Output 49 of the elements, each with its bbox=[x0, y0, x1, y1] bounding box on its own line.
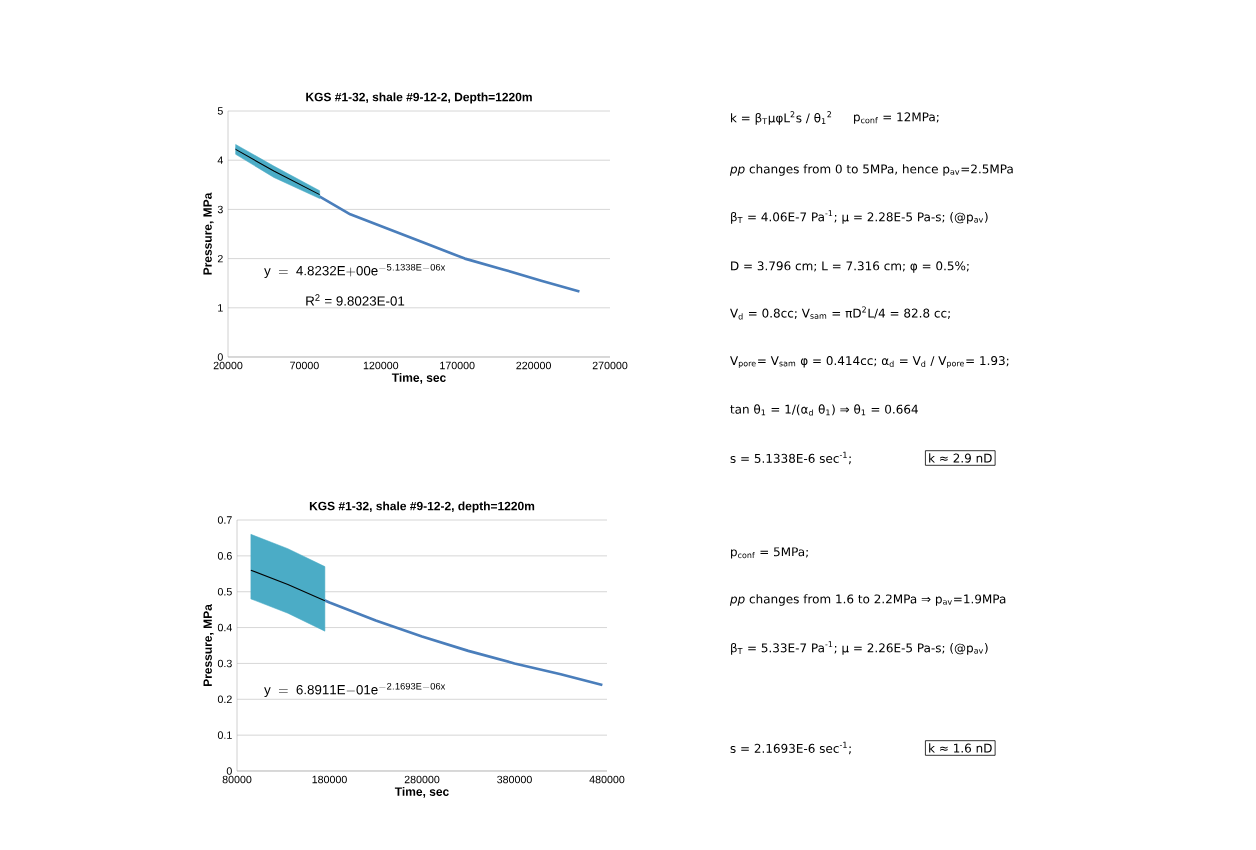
y-axis-title: Pressure, MPa bbox=[203, 604, 214, 687]
y-tick-label: 0.1 bbox=[217, 731, 232, 739]
x-tick-label: 220000 bbox=[516, 361, 551, 370]
y-tick-label: 5 bbox=[217, 107, 223, 115]
x-axis-title: Time, sec bbox=[394, 787, 449, 798]
x-tick-label: 280000 bbox=[404, 775, 440, 784]
text: k ≈ 2.9 nD bbox=[929, 453, 992, 463]
text: β$_{T}$ = 5.33E-7 Pa$^{-1}$; μ = 2.26E-5 Pa-s; (@p$_{av}$) bbox=[731, 641, 988, 655]
y-tick-label: 2 bbox=[217, 254, 223, 263]
text: pp changes from 1.6 to 2.2MPa ⇒ p$_{av}$=1.9MPa bbox=[729, 594, 1006, 606]
text: V$_{d}$ = 0.8cc; V$_{sam}$ = πD$^{2}$L/4 = 82.8 cc; bbox=[730, 306, 950, 320]
annotation: $\mathrm{y\ =\ 6.8911E{-}01e^{-2.1693E{-}06x}}$ bbox=[264, 682, 446, 698]
x-tick-label: 180000 bbox=[312, 775, 347, 784]
y-tick-label: 3 bbox=[217, 205, 223, 214]
annotation: $\mathrm{y\ =\ 4.8232E{+}00e^{-5.1338E{-}06x}}$ bbox=[264, 263, 446, 279]
text: k = β$_{T}$μφL$^{2}$s / θ$_{1}$2 bbox=[731, 111, 832, 125]
text: tan θ$_{1}$ = 1/(α$_{d}$ θ$_{1}$) ⇒ θ$_{1}$ = 0.664 bbox=[730, 404, 918, 416]
x-tick-label: 70000 bbox=[290, 361, 319, 370]
x-axis-title: Time, sec bbox=[391, 373, 446, 384]
y-tick-label: 0.6 bbox=[217, 552, 232, 560]
text: p$_{conf}$ = 12MPa; bbox=[854, 112, 939, 124]
text: β$_{T}$ = 4.06E-7 Pa$^{-1}$; μ = 2.28E-5 Pa-s; (@p$_{av}$) bbox=[731, 210, 988, 224]
y-tick-label: 0 bbox=[226, 767, 232, 775]
x-tick-label: 120000 bbox=[363, 361, 399, 370]
text: pp changes from 0 to 5MPa, hence p$_{av}$=2.5MPa bbox=[729, 164, 1013, 176]
x-tick-label: 380000 bbox=[497, 775, 532, 784]
text: V$_{pore}$= V$_{sam}$ φ = 0.414cc; α$_{d}$ = V$_{d}$ / V$_{pore}$= 1.93; bbox=[730, 356, 1009, 368]
x-tick-label: 480000 bbox=[589, 775, 625, 784]
x-tick-label: 20000 bbox=[213, 361, 243, 370]
annotation: R$^{2}$ = 9.8023E-01 bbox=[306, 294, 405, 306]
chart-title: KGS #1-32, shale #9-12-2, depth=1220m bbox=[309, 501, 535, 513]
y-tick-label: 0.2 bbox=[217, 695, 232, 704]
text: s = 2.1693E-6 sec$^{-1}$; bbox=[730, 741, 851, 755]
y-tick-label: 0 bbox=[217, 353, 223, 361]
text: s = 5.1338E-6 sec$^{-1}$; bbox=[730, 451, 851, 465]
y-tick-label: 0.5 bbox=[217, 587, 232, 596]
y-tick-label: 0.7 bbox=[217, 516, 232, 524]
text: p$_{conf}$ = 5MPa; bbox=[731, 547, 808, 559]
y-tick-label: 1 bbox=[218, 304, 223, 312]
y-axis-title: Pressure, MPa bbox=[203, 192, 214, 275]
x-tick-label: 80000 bbox=[222, 775, 252, 784]
y-tick-label: 0.3 bbox=[217, 659, 232, 668]
x-tick-label: 270000 bbox=[592, 361, 628, 370]
text: D = 3.796 cm; L = 7.316 cm; φ = 0.5%; bbox=[731, 261, 969, 273]
chart-title: KGS #1-32, shale #9-12-2, Depth=1220m bbox=[306, 92, 532, 104]
x-tick-label: 170000 bbox=[440, 361, 475, 370]
text: k ≈ 1.6 nD bbox=[929, 743, 992, 753]
y-tick-label: 0.4 bbox=[217, 623, 232, 632]
y-tick-label: 4 bbox=[217, 156, 223, 164]
